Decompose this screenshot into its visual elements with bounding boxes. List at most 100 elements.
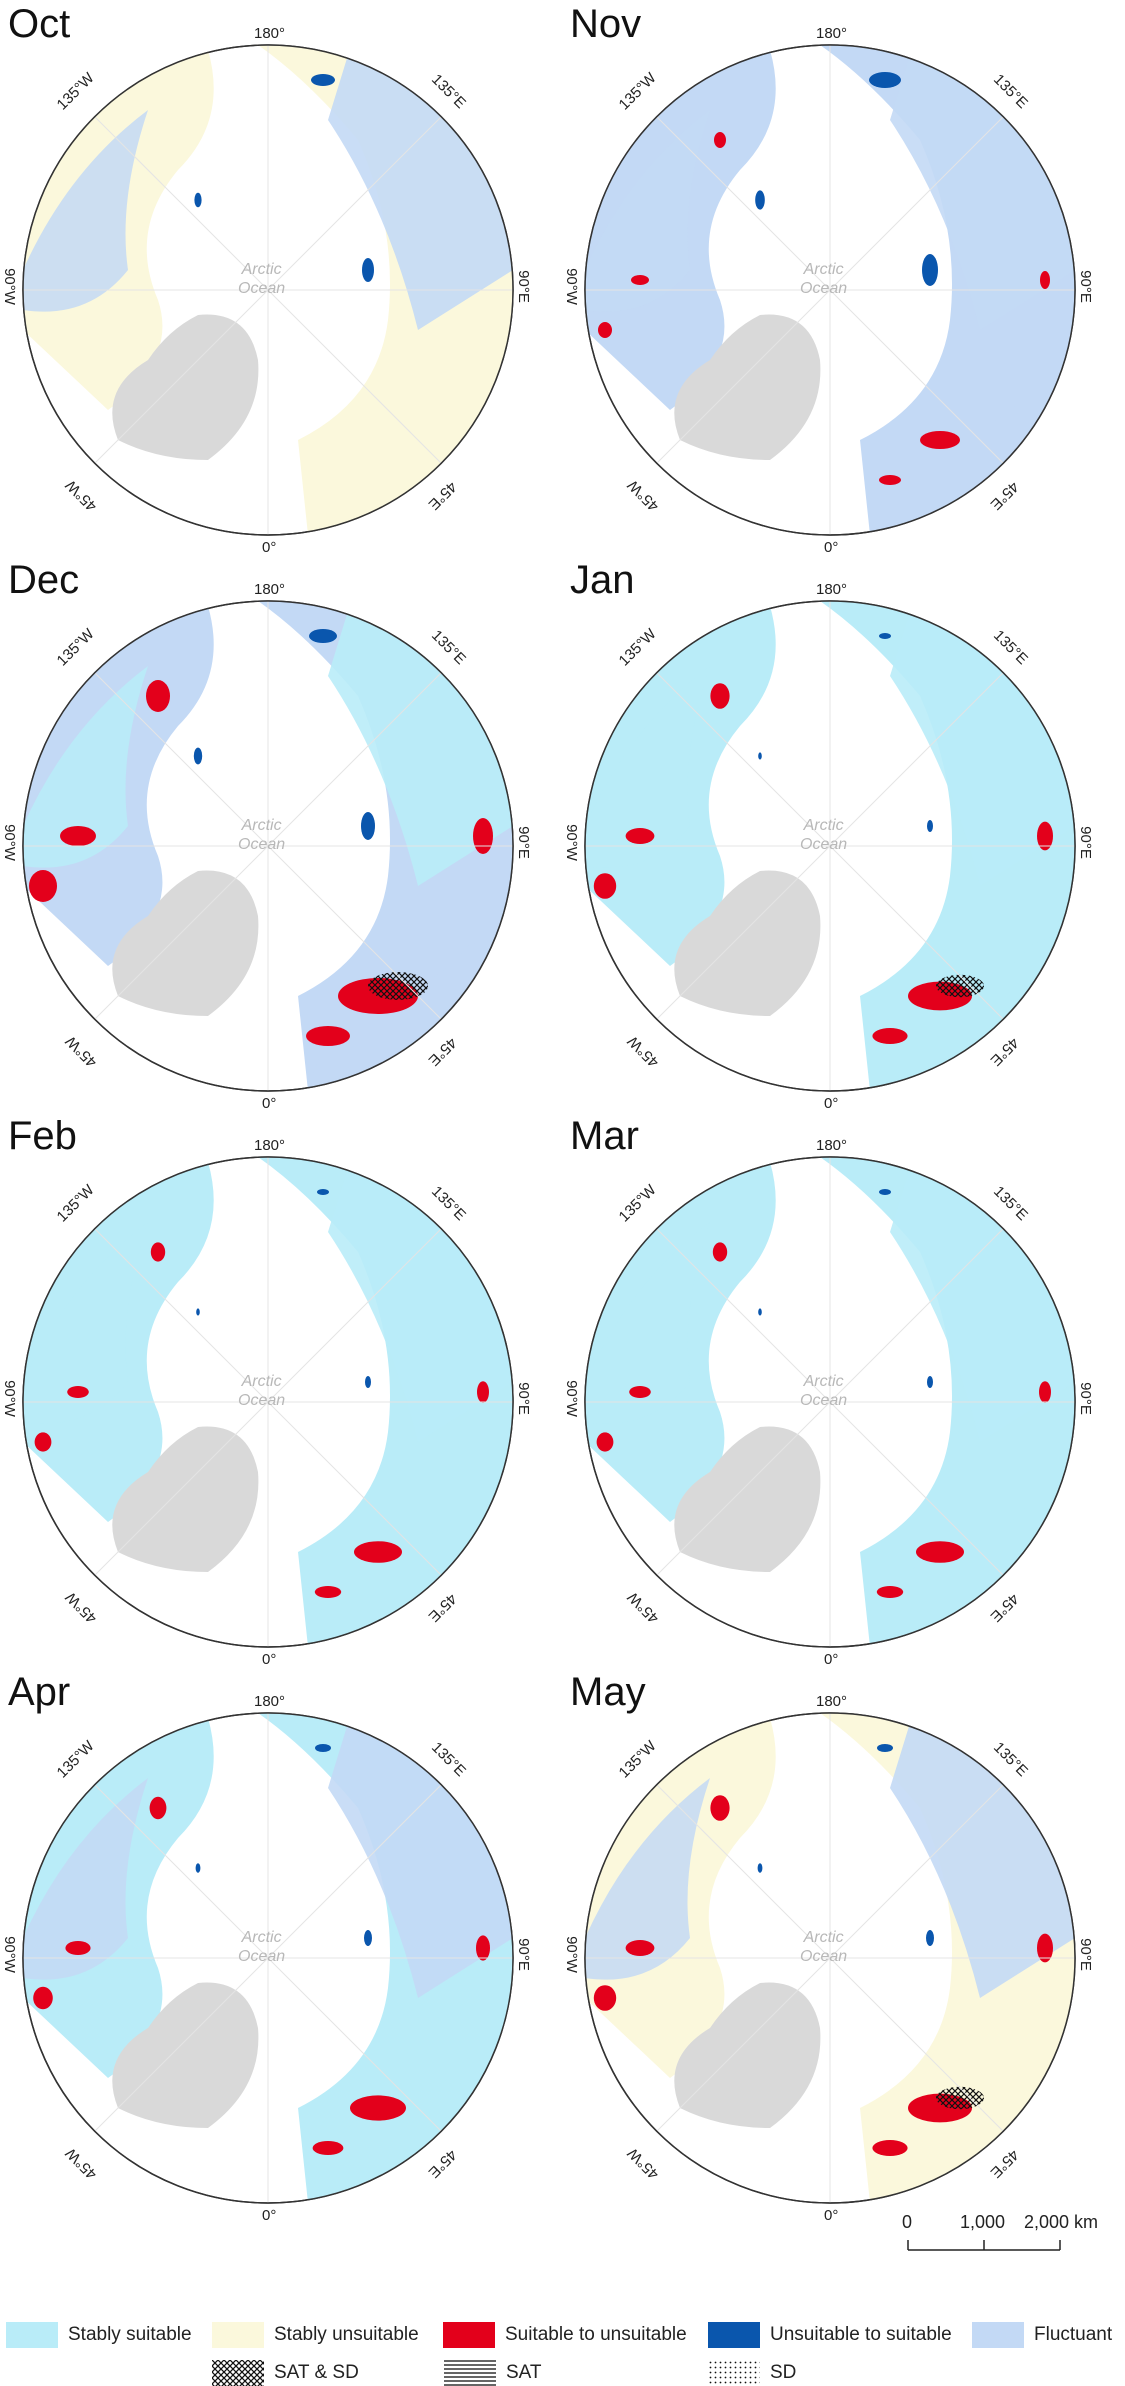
suitable-to-unsuitable-patch bbox=[1039, 1381, 1051, 1403]
graticule-label-bottom: 0° bbox=[824, 1651, 839, 1668]
suitable-to-unsuitable-patch bbox=[714, 132, 726, 148]
legend-label: SD bbox=[770, 2362, 797, 2383]
graticule-label-bottom: 0° bbox=[824, 2207, 839, 2224]
suitable-to-unsuitable-patch bbox=[34, 1432, 52, 1452]
graticule-label-right: 90°E bbox=[514, 1938, 532, 1971]
sat-sd-hatch-patch bbox=[368, 972, 428, 1000]
polar-map bbox=[22, 1156, 514, 1648]
siberia-region bbox=[328, 55, 513, 330]
suitable-to-unsuitable-patch bbox=[67, 1386, 89, 1398]
arctic-ocean-label: Arctic Ocean bbox=[800, 1928, 847, 1966]
legend-swatch bbox=[212, 2322, 264, 2348]
suitable-to-unsuitable-patch bbox=[150, 1242, 166, 1262]
graticule-label-top: 180° bbox=[816, 1137, 848, 1154]
map-panel-mar: Mar Arctic Ocean 180° 135°W 135°E 90°W 90°E 45°W… bbox=[562, 1112, 1122, 1668]
canada-region bbox=[23, 110, 148, 312]
suitable-to-unsuitable-patch bbox=[593, 1985, 617, 2011]
graticule-label-bottom: 0° bbox=[824, 1095, 839, 1112]
unsuitable-to-suitable-patch bbox=[361, 812, 375, 840]
graticule-label-bottom: 0° bbox=[262, 539, 277, 556]
legend-swatch bbox=[443, 2322, 495, 2348]
graticule-label-right: 90°E bbox=[1076, 1382, 1094, 1415]
graticule-label-top: 180° bbox=[816, 581, 848, 598]
graticule-label-left: 90°W bbox=[0, 824, 18, 861]
legend-item-sat: SAT bbox=[444, 2360, 542, 2386]
siberia-region bbox=[890, 1167, 1075, 1442]
canada-region bbox=[585, 110, 710, 312]
siberia-region bbox=[328, 1723, 513, 1998]
sat-sd-hatch-patch bbox=[936, 2086, 984, 2110]
legend-item-fluctuant: Fluctuant bbox=[972, 2322, 1112, 2348]
unsuitable-to-suitable-patch bbox=[758, 1308, 762, 1316]
legend-item-sd: SD bbox=[708, 2360, 796, 2386]
canada-region bbox=[23, 1778, 148, 1980]
europe-region bbox=[870, 370, 1075, 535]
scale-bar: 0 1,000 2,000 km bbox=[900, 2212, 1120, 2272]
suitable-to-unsuitable-patch bbox=[60, 826, 96, 846]
unsuitable-to-suitable-patch bbox=[877, 1744, 893, 1752]
map-panel-nov: Nov Arctic Ocean 180° 135°W 135°E 90°W 90°E 45°W… bbox=[562, 0, 1122, 556]
graticule-label-right: 90°E bbox=[1076, 826, 1094, 859]
suitable-to-unsuitable-patch bbox=[314, 1586, 342, 1598]
ocean-label-line: Ocean bbox=[800, 1948, 848, 1965]
europe-region bbox=[308, 370, 513, 535]
canada-region bbox=[585, 1222, 710, 1424]
crosshatch-swatch bbox=[212, 2360, 264, 2386]
polar-map bbox=[22, 44, 514, 536]
legend-label: SAT bbox=[506, 2362, 542, 2383]
polar-map bbox=[22, 600, 514, 1092]
legend-label: Fluctuant bbox=[1034, 2324, 1113, 2345]
suitable-to-unsuitable-patch bbox=[1040, 271, 1050, 289]
graticule-label-right: 90°E bbox=[1076, 1938, 1094, 1971]
europe-region bbox=[308, 1482, 513, 1647]
canada-region bbox=[23, 1222, 148, 1424]
month-label: Oct bbox=[8, 2, 71, 46]
ocean-label-line: Ocean bbox=[238, 836, 286, 853]
unsuitable-to-suitable-patch bbox=[879, 1189, 891, 1195]
greenland bbox=[112, 870, 259, 1016]
ocean-label-line: Ocean bbox=[800, 836, 848, 853]
graticule-label-bottom: 0° bbox=[824, 539, 839, 556]
graticule-label-right: 90°E bbox=[514, 1382, 532, 1415]
graticule-label-bottom: 0° bbox=[262, 1095, 277, 1112]
scale-label-2000: 2,000 km bbox=[1024, 2212, 1099, 2232]
arctic-ocean-label: Arctic Ocean bbox=[800, 1372, 847, 1410]
suitable-to-unsuitable-patch bbox=[712, 1242, 728, 1262]
siberia-region bbox=[890, 55, 1075, 330]
europe-region bbox=[870, 1482, 1075, 1647]
greenland bbox=[674, 1426, 821, 1572]
canada-region bbox=[585, 1778, 710, 1980]
suitable-to-unsuitable-patch bbox=[146, 680, 170, 712]
suitable-to-unsuitable-patch bbox=[920, 431, 960, 449]
graticule-label-top: 180° bbox=[816, 1693, 848, 1710]
polar-map bbox=[584, 44, 1076, 536]
suitable-to-unsuitable-patch bbox=[629, 1386, 651, 1398]
ocean-label-line: Ocean bbox=[238, 1392, 286, 1409]
siberia-region bbox=[328, 1167, 513, 1442]
graticule-label-left: 90°W bbox=[0, 1380, 18, 1417]
europe-region bbox=[870, 2038, 1075, 2203]
graticule-label-left: 90°W bbox=[562, 824, 580, 861]
suitable-to-unsuitable-patch bbox=[476, 1935, 490, 1961]
suitable-to-unsuitable-patch bbox=[1037, 821, 1053, 851]
graticule-label-top: 180° bbox=[816, 25, 848, 42]
month-label: Jan bbox=[570, 558, 635, 602]
suitable-to-unsuitable-patch bbox=[596, 1432, 614, 1452]
suitable-to-unsuitable-patch bbox=[631, 275, 649, 285]
unsuitable-to-suitable-patch bbox=[927, 820, 933, 832]
arctic-ocean-label: Arctic Ocean bbox=[238, 260, 285, 298]
suitable-to-unsuitable-patch bbox=[872, 1028, 908, 1044]
suitable-to-unsuitable-patch bbox=[879, 475, 901, 485]
unsuitable-to-suitable-patch bbox=[194, 192, 202, 208]
arctic-ocean-label: Arctic Ocean bbox=[238, 1928, 285, 1966]
suitable-to-unsuitable-patch bbox=[312, 2141, 344, 2155]
scale-label-1000: 1,000 bbox=[960, 2212, 1006, 2232]
unsuitable-to-suitable-patch bbox=[195, 1863, 201, 1873]
legend-label: Stably unsuitable bbox=[274, 2324, 419, 2345]
europe-region bbox=[308, 2038, 513, 2203]
unsuitable-to-suitable-patch bbox=[922, 254, 938, 286]
legend-item-unsuitable-to-suitable: Unsuitable to suitable bbox=[708, 2322, 952, 2348]
graticule-label-top: 180° bbox=[254, 1137, 286, 1154]
unsuitable-to-suitable-patch bbox=[365, 1376, 371, 1388]
unsuitable-to-suitable-patch bbox=[317, 1189, 329, 1195]
